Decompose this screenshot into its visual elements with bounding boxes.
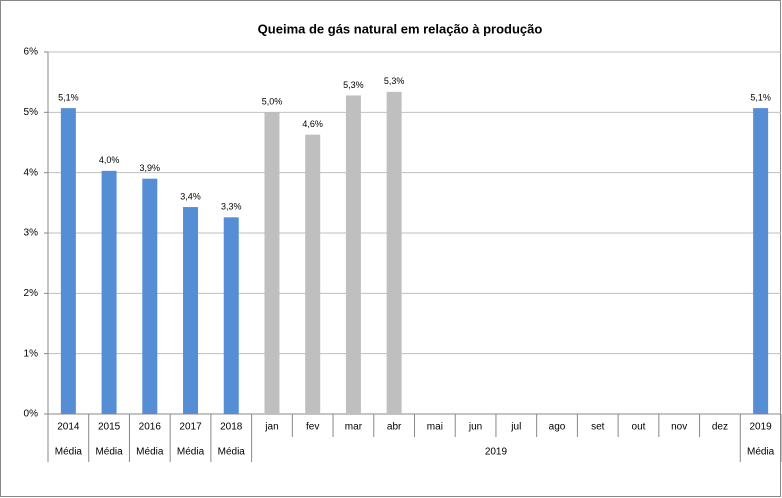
bar: [386, 91, 402, 414]
bar: [223, 217, 239, 414]
value-label: 4,0%: [99, 155, 120, 165]
x-tick-label: out: [632, 422, 646, 433]
x-tick-label: 2018: [220, 422, 243, 433]
x-tick-label: fev: [306, 422, 319, 433]
x-tick-label: jul: [510, 422, 521, 433]
bar: [183, 207, 199, 414]
group-label: Média: [218, 447, 246, 458]
x-tick-label: nov: [671, 422, 687, 433]
bar: [753, 108, 769, 415]
value-label: 5,1%: [750, 92, 771, 102]
group-label: 2019: [485, 447, 508, 458]
value-label: 3,3%: [221, 202, 242, 212]
bar: [101, 170, 117, 414]
value-label: 5,0%: [262, 97, 283, 107]
y-tick-label: 6%: [24, 47, 39, 58]
x-tick-label: set: [591, 422, 605, 433]
bar: [305, 134, 321, 414]
y-tick-label: 1%: [24, 348, 39, 359]
value-label: 5,1%: [58, 92, 79, 102]
group-label: Média: [136, 447, 164, 458]
x-tick-label: 2015: [98, 422, 121, 433]
bar: [345, 95, 361, 414]
x-tick-label: mar: [345, 422, 363, 433]
x-tick-label: ago: [549, 422, 566, 433]
x-tick-label: 2016: [139, 422, 162, 433]
value-label: 5,3%: [384, 76, 405, 86]
chart-title: Queima de gás natural em relação à produ…: [258, 21, 543, 36]
y-tick-label: 0%: [24, 409, 39, 420]
x-tick-label: 2019: [750, 422, 773, 433]
x-tick-label: 2017: [179, 422, 202, 433]
bar: [264, 112, 280, 414]
value-label: 5,3%: [343, 80, 364, 90]
value-label: 4,6%: [302, 119, 323, 129]
value-label: 3,4%: [180, 191, 201, 201]
y-tick-label: 4%: [24, 167, 39, 178]
value-label: 3,9%: [140, 163, 161, 173]
x-tick-label: abr: [387, 422, 402, 433]
group-label: Média: [747, 447, 775, 458]
group-label: Média: [177, 447, 205, 458]
group-label: Média: [95, 447, 123, 458]
group-label: Média: [55, 447, 83, 458]
x-tick-label: dez: [712, 422, 728, 433]
x-tick-label: jun: [468, 422, 482, 433]
y-tick-label: 5%: [24, 107, 39, 118]
y-tick-label: 3%: [24, 228, 39, 239]
x-tick-label: jan: [264, 422, 278, 433]
x-tick-label: 2014: [57, 422, 80, 433]
bar: [60, 108, 76, 415]
bar: [142, 178, 158, 414]
x-tick-label: mai: [427, 422, 443, 433]
y-tick-label: 2%: [24, 288, 39, 299]
